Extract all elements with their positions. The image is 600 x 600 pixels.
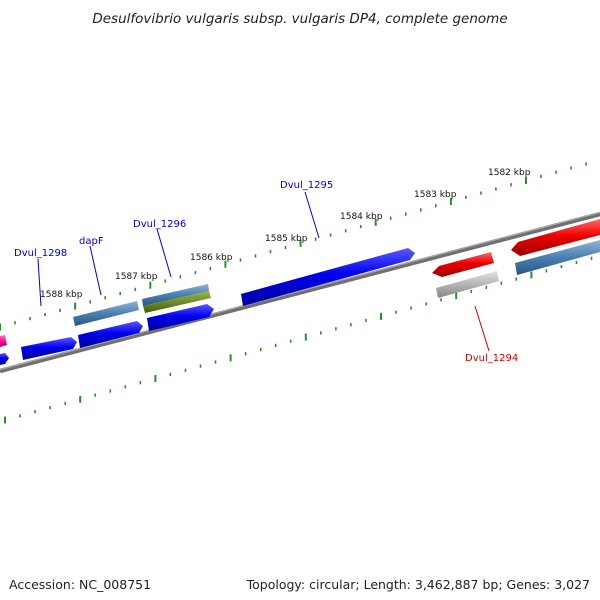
gene-arrow-dapf[interactable] xyxy=(78,321,143,348)
pseudo-bar-dvul-1294[interactable] xyxy=(436,271,499,298)
cds-bar-right[interactable] xyxy=(515,240,600,275)
forward-gene-fragment[interactable] xyxy=(0,353,9,365)
label-leader-dvul-1295 xyxy=(304,191,320,239)
genome-backbone xyxy=(0,211,600,374)
kbp-label-1585: 1585 kbp xyxy=(265,234,308,244)
gene-arrow-dvul-1295[interactable] xyxy=(241,248,415,306)
kbp-label-1587: 1587 kbp xyxy=(115,272,158,282)
topology-summary-text: Topology: circular; Length: 3,462,887 bp… xyxy=(246,577,590,592)
kbp-label-1586: 1586 kbp xyxy=(190,253,233,263)
gene-label-dvul-1296[interactable]: Dvul_1296 xyxy=(133,219,186,230)
map-title: Desulfovibrio vulgaris subsp. vulgaris D… xyxy=(92,11,507,27)
gene-arrow-dvul-1296[interactable] xyxy=(147,304,214,331)
gene-arrow-dvul-1298[interactable] xyxy=(21,337,77,360)
gene-arrow-dvul-1294[interactable] xyxy=(432,252,494,277)
kbp-label-1588: 1588 kbp xyxy=(40,290,83,300)
genome-backbone-highlight xyxy=(0,211,600,371)
rna-bar-dvul-1296[interactable] xyxy=(143,291,211,313)
kbp-label-1584: 1584 kbp xyxy=(340,212,383,222)
kbp-label-1582: 1582 kbp xyxy=(488,168,531,178)
gene-label-dapf[interactable]: dapF xyxy=(79,236,104,247)
gene-label-dvul-1294[interactable]: Dvul_1294 xyxy=(465,353,518,364)
gene-arrow-reverse-right[interactable] xyxy=(511,219,600,256)
lower-tick-track xyxy=(4,256,593,424)
gene-label-dvul-1298[interactable]: Dvul_1298 xyxy=(14,248,67,259)
cds-bar-dvul-1296[interactable] xyxy=(142,284,209,306)
label-leader-dvul-1296 xyxy=(156,228,172,278)
label-leader-dapf xyxy=(89,245,102,296)
label-leader-dvul-1294 xyxy=(474,305,490,352)
pink-feature-fragment[interactable] xyxy=(0,335,7,347)
accession-text: Accession: NC_008751 xyxy=(9,577,152,592)
cds-bar-dapf[interactable] xyxy=(73,301,139,326)
kbp-label-1583: 1583 kbp xyxy=(414,190,457,200)
gene-label-dvul-1295[interactable]: Dvul_1295 xyxy=(280,180,333,191)
upper-tick-track xyxy=(0,162,587,331)
label-leader-dvul-1298 xyxy=(37,258,42,307)
